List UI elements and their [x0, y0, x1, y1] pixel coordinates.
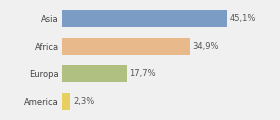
Text: 34,9%: 34,9% — [193, 42, 219, 51]
Bar — [62, 38, 190, 55]
Text: 45,1%: 45,1% — [230, 14, 256, 23]
Text: 17,7%: 17,7% — [129, 69, 156, 78]
Text: 2,3%: 2,3% — [73, 97, 94, 106]
Bar — [62, 93, 70, 110]
Bar — [62, 10, 227, 27]
Bar — [62, 65, 127, 82]
